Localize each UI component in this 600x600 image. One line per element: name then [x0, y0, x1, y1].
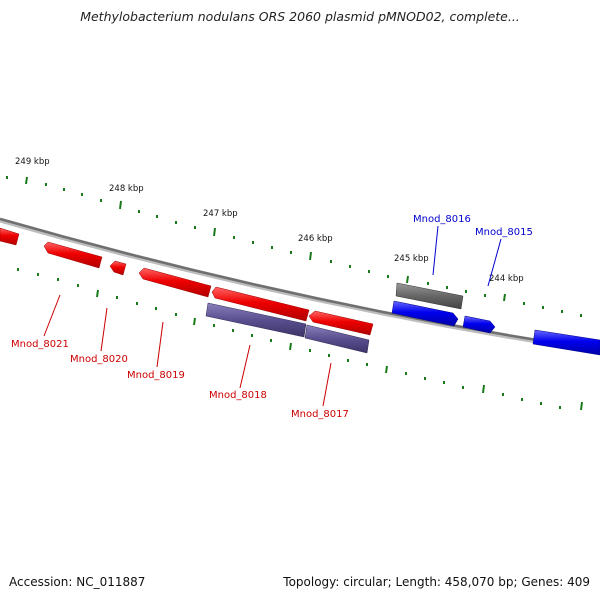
cds-arrow-mnod-8021[interactable] [43, 241, 103, 269]
gene-label-mnod-8018[interactable]: Mnod_8018 [209, 390, 267, 401]
cds-arrow-mnod-8019[interactable] [138, 267, 212, 298]
leader-line-mnod-8015 [487, 238, 502, 287]
gene-label-mnod-8016[interactable]: Mnod_8016 [413, 214, 471, 225]
leader-line-mnod-8019 [156, 321, 164, 368]
gene-label-mnod-8019[interactable]: Mnod_8019 [127, 370, 185, 381]
gene-blocks [205, 302, 370, 354]
tick-label-245kbp: 245 kbp [394, 254, 429, 264]
leader-line-mnod-8020 [100, 307, 108, 352]
gene-block-mnod-8018[interactable] [205, 302, 307, 338]
topology-summary: Topology: circular; Length: 458,070 bp; … [283, 575, 590, 589]
forward-strand-features [391, 282, 600, 356]
leader-line-mnod-8018 [239, 344, 251, 389]
leader-line-mnod-8021 [43, 294, 61, 337]
leader-line-mnod-8017 [322, 362, 332, 407]
cds-arrow[interactable] [532, 329, 600, 356]
rna-feature-mnod-8016[interactable] [395, 282, 464, 310]
cds-arrow-mnod-8016[interactable] [391, 300, 459, 327]
gene-block-mnod-8017[interactable] [304, 324, 370, 354]
gene-label-mnod-8017[interactable]: Mnod_8017 [291, 409, 349, 420]
map-title: Methylobacterium nodulans ORS 2060 plasm… [80, 9, 520, 24]
accession-text: Accession: NC_011887 [9, 575, 146, 589]
cds-arrow-mnod-8015[interactable] [462, 315, 496, 334]
cds-arrow-mnod-8020[interactable] [109, 260, 127, 276]
tick-label-244kbp: 244 kbp [489, 274, 524, 284]
tick-label-249kbp: 249 kbp [15, 157, 50, 167]
tick-label-247kbp: 247 kbp [203, 209, 238, 219]
tick-label-246kbp: 246 kbp [298, 234, 333, 244]
tick-label-248kbp: 248 kbp [109, 184, 144, 194]
reverse-strand-features [0, 227, 374, 336]
outer-tick-ring [6, 176, 582, 317]
leader-line-mnod-8016 [432, 225, 439, 276]
cds-arrow-mnod-8017[interactable] [308, 310, 374, 336]
cds-arrow-mnod-8018[interactable] [211, 286, 310, 322]
gene-label-mnod-8021[interactable]: Mnod_8021 [11, 339, 69, 350]
gene-label-mnod-8020[interactable]: Mnod_8020 [70, 354, 128, 365]
genome-backbone-line [0, 217, 600, 352]
inner-tick-ring [17, 268, 583, 411]
cds-arrow[interactable] [0, 227, 20, 246]
gene-label-mnod-8015[interactable]: Mnod_8015 [475, 227, 533, 238]
